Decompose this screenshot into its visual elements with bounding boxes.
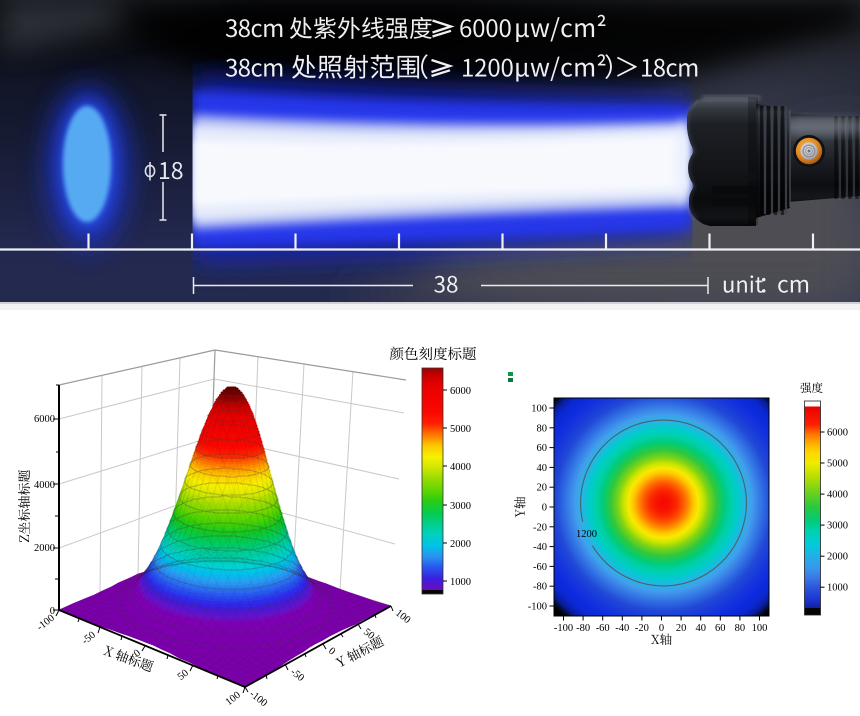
svg-text:40: 40 — [537, 463, 548, 474]
svg-text:-80: -80 — [533, 582, 547, 593]
svg-text:-60: -60 — [596, 623, 610, 634]
svg-text:60: 60 — [715, 623, 726, 634]
svg-text:-60: -60 — [533, 562, 547, 573]
svg-text:100: 100 — [752, 623, 768, 634]
svg-text:100: 100 — [531, 404, 547, 415]
svg-text:4000: 4000 — [34, 480, 55, 491]
svg-text:6000: 6000 — [450, 386, 471, 397]
svg-text:4000: 4000 — [827, 490, 848, 501]
svg-text:0: 0 — [326, 646, 337, 658]
svg-text:1000: 1000 — [450, 577, 471, 588]
svg-text:60: 60 — [537, 443, 548, 454]
svg-text:1000: 1000 — [827, 583, 848, 594]
svg-text:2000: 2000 — [34, 543, 55, 554]
svg-text:4000: 4000 — [450, 462, 471, 473]
svg-text:-40: -40 — [615, 623, 629, 634]
svg-text:2000: 2000 — [450, 539, 471, 550]
svg-text:-80: -80 — [576, 623, 590, 634]
svg-text:-100: -100 — [528, 602, 547, 613]
svg-text:20: 20 — [676, 623, 687, 634]
svg-text:3000: 3000 — [827, 521, 848, 532]
svg-text:0: 0 — [132, 648, 143, 660]
svg-text:3000: 3000 — [450, 501, 471, 512]
svg-text:-20: -20 — [635, 623, 649, 634]
svg-text:6000: 6000 — [827, 428, 848, 439]
svg-text:5000: 5000 — [450, 424, 471, 435]
svg-text:-100: -100 — [554, 623, 573, 634]
svg-text:-20: -20 — [533, 522, 547, 533]
svg-text:6000: 6000 — [34, 414, 55, 425]
svg-text:80: 80 — [735, 623, 746, 634]
svg-text:5000: 5000 — [827, 459, 848, 470]
svg-text:0: 0 — [50, 606, 55, 617]
svg-text:0: 0 — [659, 623, 664, 634]
svg-text:80: 80 — [537, 423, 548, 434]
svg-text:20: 20 — [537, 483, 548, 494]
svg-text:2000: 2000 — [827, 552, 848, 563]
svg-text:40: 40 — [695, 623, 706, 634]
svg-text:0: 0 — [542, 503, 547, 514]
svg-text:1200: 1200 — [576, 529, 597, 540]
svg-text:-40: -40 — [533, 542, 547, 553]
